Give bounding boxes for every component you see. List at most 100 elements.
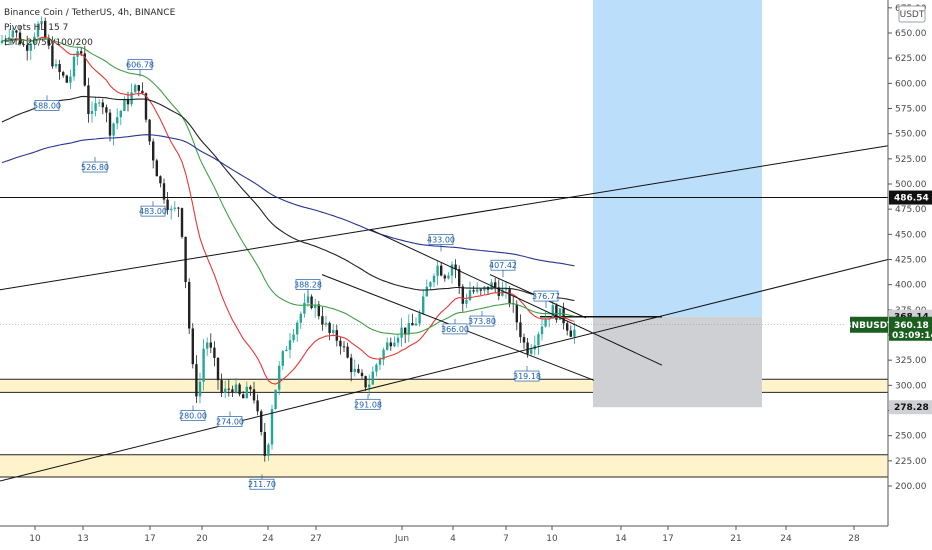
candle-body xyxy=(119,110,122,118)
candle xyxy=(339,336,342,355)
candle xyxy=(62,70,65,78)
candle-body xyxy=(364,376,367,388)
pivot-label: 483.00 xyxy=(139,207,167,216)
candle xyxy=(191,323,194,369)
candle-body xyxy=(389,342,392,347)
candle xyxy=(501,281,504,297)
candle xyxy=(263,423,266,462)
candle xyxy=(58,59,61,80)
candle-body xyxy=(450,264,454,276)
candle-body xyxy=(375,364,378,372)
pivot-box xyxy=(217,416,243,427)
candle-body xyxy=(288,340,292,350)
candle-body xyxy=(26,45,29,51)
candle-body xyxy=(411,322,414,326)
candle xyxy=(566,320,569,336)
candle xyxy=(238,382,241,397)
candle-body xyxy=(515,304,518,323)
candle xyxy=(267,442,270,461)
time-tick-label: 7 xyxy=(503,534,509,544)
price-tick-label: 550.00 xyxy=(895,130,927,140)
candle xyxy=(274,389,277,410)
candle xyxy=(296,320,299,342)
candle-body xyxy=(206,342,209,349)
pivot-box xyxy=(442,323,468,335)
time-tick-label: 10 xyxy=(546,534,558,544)
candle-body xyxy=(198,381,202,397)
candle-body xyxy=(144,93,148,120)
candle xyxy=(224,380,227,399)
candle xyxy=(173,201,176,212)
candle-body xyxy=(573,329,576,337)
candle-body xyxy=(378,359,382,365)
pivot-label: 280.00 xyxy=(179,411,207,420)
candle-body xyxy=(170,208,173,211)
candle-body xyxy=(382,349,385,360)
pivot-label: 366.00 xyxy=(441,325,469,334)
candle xyxy=(450,261,454,284)
candle-body xyxy=(209,342,212,348)
time-tick-label: 24 xyxy=(262,534,274,544)
candle xyxy=(29,39,32,61)
candle xyxy=(47,34,50,50)
time-tick-label: 17 xyxy=(144,534,155,544)
candle xyxy=(360,369,364,379)
candle-body xyxy=(519,322,522,338)
candle-body xyxy=(40,20,43,24)
candle xyxy=(494,277,497,293)
candle xyxy=(548,318,551,328)
candle-body xyxy=(425,286,428,297)
candle-body xyxy=(51,45,54,67)
price-tick-label: 475.00 xyxy=(895,205,927,215)
pivot-box xyxy=(490,259,516,271)
candle-body xyxy=(422,296,425,314)
candle-body xyxy=(155,160,158,177)
candle xyxy=(310,294,313,310)
candle-body xyxy=(238,384,241,395)
candle-body xyxy=(310,296,313,309)
currency-button[interactable]: USDT xyxy=(898,5,926,23)
candle xyxy=(0,35,4,45)
candle xyxy=(98,99,101,107)
pivot-box xyxy=(295,279,321,290)
pivots-layer: 588.00 606.78 526.80 483.00 280.00 274.00 211.… xyxy=(33,59,560,490)
candle-body xyxy=(400,327,403,338)
candle-body xyxy=(101,102,104,108)
candle-body xyxy=(173,207,176,209)
candle xyxy=(425,279,428,297)
candles-layer xyxy=(0,16,576,462)
candle-body xyxy=(58,63,61,73)
price-tick-label: 525.00 xyxy=(895,155,927,165)
candle xyxy=(159,175,162,188)
candle-body xyxy=(386,342,389,350)
candle-body xyxy=(90,110,94,114)
candle-body xyxy=(83,53,86,86)
pivot-label: 211.70 xyxy=(248,480,276,489)
candle-body xyxy=(461,286,464,304)
candle xyxy=(353,359,356,377)
candle-body xyxy=(18,32,22,45)
candle-body xyxy=(166,199,169,211)
pivot-box xyxy=(469,315,495,327)
price-tick-label: 400.00 xyxy=(895,281,927,291)
support-zone-lower xyxy=(0,454,888,477)
candle xyxy=(213,341,216,367)
price-tick-label: 325.00 xyxy=(895,356,927,366)
pivot-box xyxy=(34,100,60,111)
candle xyxy=(436,260,439,286)
candle-body xyxy=(220,380,223,394)
price-tag xyxy=(889,190,932,205)
candle xyxy=(400,317,403,347)
candle xyxy=(414,317,418,326)
candle xyxy=(249,384,252,396)
pivot-box xyxy=(249,478,275,490)
candle xyxy=(101,98,104,115)
candle-body xyxy=(227,388,230,390)
price-tick-label: 575.00 xyxy=(895,105,927,115)
candle-body xyxy=(231,389,234,393)
candle-body xyxy=(36,23,40,37)
time-tick-label: 14 xyxy=(615,534,627,544)
candle xyxy=(465,293,468,309)
